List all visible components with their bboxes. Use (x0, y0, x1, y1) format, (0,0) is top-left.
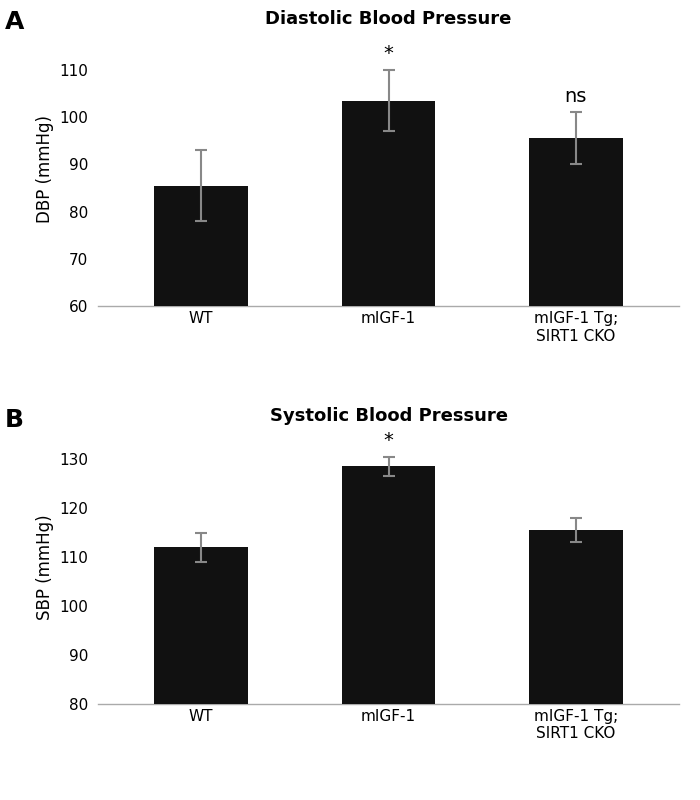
Bar (342, 466, 435, 704)
Y-axis label: SBP (mmHg): SBP (mmHg) (36, 514, 54, 620)
Text: B: B (5, 408, 24, 432)
Title: Systolic Blood Pressure: Systolic Blood Pressure (270, 407, 508, 426)
Bar (529, 138, 623, 306)
Bar (154, 547, 248, 704)
Text: ns: ns (565, 86, 587, 106)
Bar (154, 186, 248, 306)
Title: Diastolic Blood Pressure: Diastolic Blood Pressure (265, 10, 512, 28)
Text: *: * (384, 44, 393, 63)
Bar (529, 530, 623, 704)
Y-axis label: DBP (mmHg): DBP (mmHg) (36, 115, 54, 223)
Bar (342, 101, 435, 306)
Text: A: A (5, 10, 24, 34)
Text: *: * (384, 430, 393, 450)
